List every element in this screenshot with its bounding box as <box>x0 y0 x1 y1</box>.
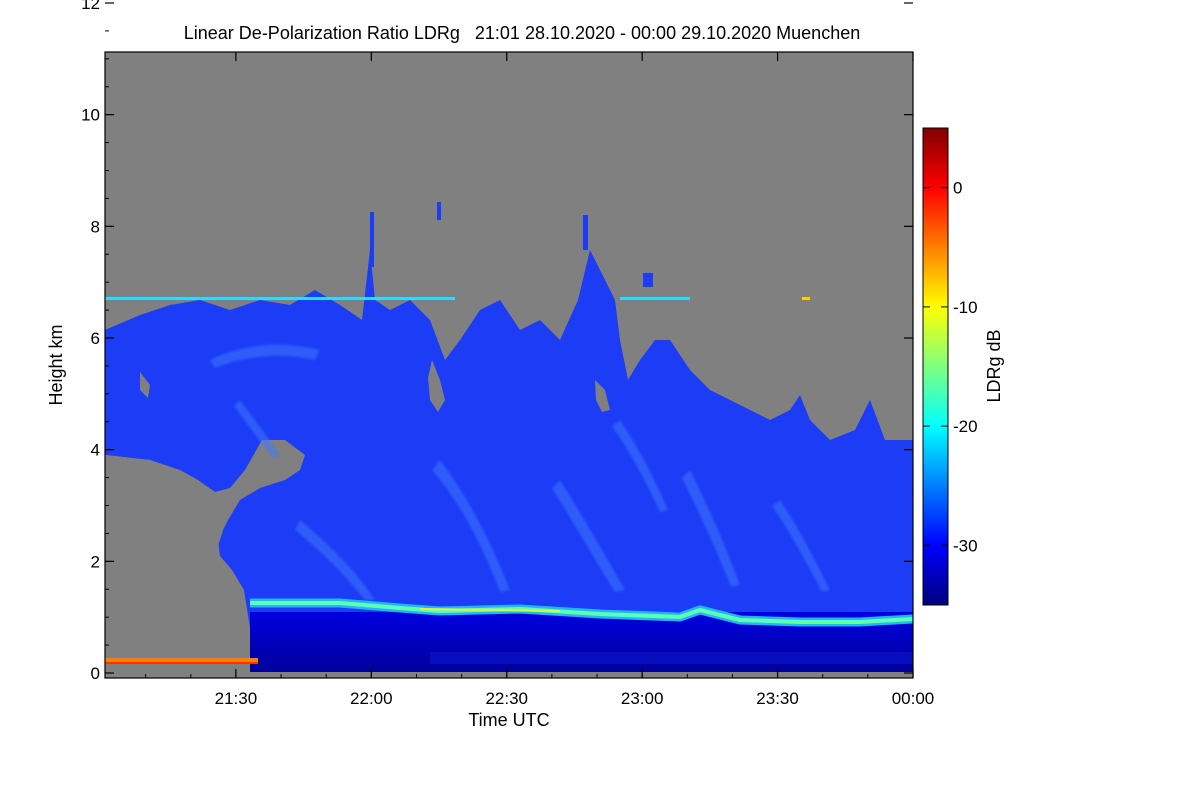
artifact-line <box>105 297 455 300</box>
artifact-line-2 <box>620 297 690 300</box>
colorbar-tick-label: -20 <box>953 417 978 436</box>
low-return-edge <box>105 662 258 664</box>
bl-top-core <box>250 601 913 624</box>
y-tick-label: 8 <box>91 217 100 236</box>
cirrus-fragment-1 <box>370 212 374 267</box>
bl-top-highlight <box>419 608 561 612</box>
y-tick-label: 12 <box>81 0 100 13</box>
x-axis-label: Time UTC <box>468 710 549 730</box>
low-return <box>105 658 258 662</box>
fall-streaks <box>210 344 830 600</box>
y-tick-label: 6 <box>91 329 100 348</box>
x-tick-label: 23:30 <box>756 689 799 708</box>
y-tick-label: 2 <box>91 552 100 571</box>
colorbar-tick-label: 0 <box>953 179 962 198</box>
plot-area <box>105 52 913 678</box>
colorbar-tick-label: -10 <box>953 298 978 317</box>
gap-1 <box>105 440 305 672</box>
cirrus-fragment-2 <box>437 202 441 220</box>
x-tick-label: 00:00 <box>892 689 935 708</box>
colorbar-tick-label: -30 <box>953 536 978 555</box>
gap-4 <box>140 372 150 398</box>
cirrus-fragment-4 <box>643 273 653 287</box>
y-tick-label: 10 <box>81 106 100 125</box>
y-tick-label: 4 <box>91 441 100 460</box>
artifact-line-3 <box>802 297 810 300</box>
plot-frame <box>104 51 914 679</box>
colorbar-label: LDRg dB <box>984 329 1004 402</box>
x-axis: 21:30 22:00 22:30 23:00 23:30 00:00 <box>145 52 935 708</box>
y-axis: 0 2 4 6 8 10 12 <box>81 0 913 683</box>
colorbar-ticks: 0 -10 -20 -30 <box>923 179 978 555</box>
chart-title: Linear De-Polarization Ratio LDRg 21:01 … <box>184 23 860 43</box>
colorbar <box>922 127 949 606</box>
gap-2 <box>428 360 445 412</box>
x-tick-label: 22:30 <box>485 689 528 708</box>
y-tick-label: 0 <box>91 664 100 683</box>
y-axis-label: Height km <box>46 324 66 405</box>
cirrus-fragment-3 <box>583 215 588 250</box>
x-tick-label: 21:30 <box>215 689 258 708</box>
x-tick-label: 22:00 <box>350 689 393 708</box>
gap-3 <box>595 380 610 412</box>
near-ground-band <box>430 652 913 664</box>
x-tick-label: 23:00 <box>621 689 664 708</box>
